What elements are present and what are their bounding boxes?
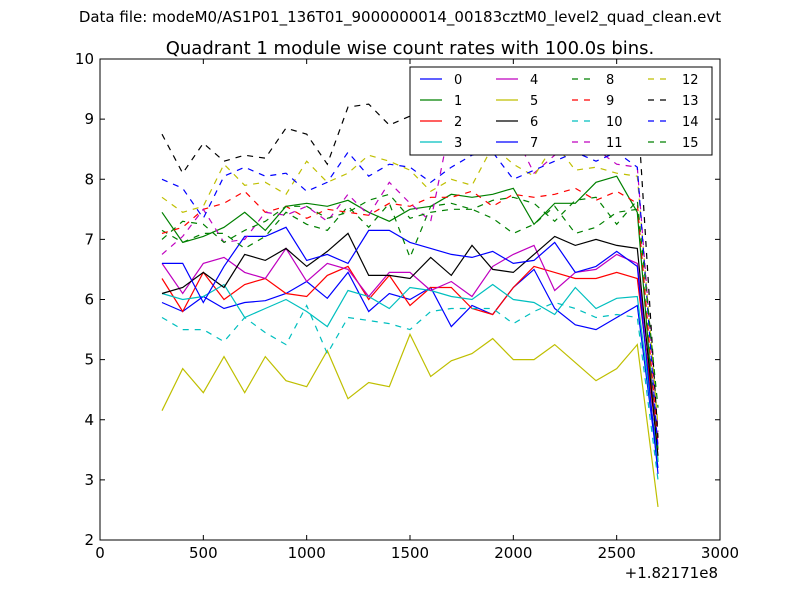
y-tick-label-10: 10 — [75, 50, 94, 68]
series-line-2 — [161, 265, 659, 450]
legend-label-7: 7 — [530, 136, 538, 151]
y-tick-label-9: 9 — [84, 110, 94, 128]
series-line-5 — [161, 332, 659, 507]
legend-label-4: 4 — [530, 73, 538, 88]
series-line-4 — [161, 244, 659, 444]
x-tick-label-2500: 2500 — [598, 544, 636, 562]
legend-label-10: 10 — [606, 115, 623, 130]
legend-label-14: 14 — [682, 115, 699, 130]
x-tick-label-2000: 2000 — [494, 544, 532, 562]
series-line-11 — [161, 115, 659, 432]
series-line-12 — [161, 142, 659, 426]
series-line-3 — [161, 283, 659, 462]
legend-label-13: 13 — [682, 94, 699, 109]
x-axis-offset-label: +1.82171e8 — [625, 564, 718, 582]
chart-title: Quadrant 1 module wise count rates with … — [166, 38, 655, 59]
legend-label-8: 8 — [606, 73, 614, 88]
series-line-6 — [161, 232, 659, 456]
legend-box — [409, 66, 713, 156]
legend-label-9: 9 — [606, 94, 614, 109]
series-line-10 — [161, 301, 659, 480]
figure-suptitle: Data file: modeM0/AS1P01_136T01_90000000… — [78, 8, 722, 26]
x-tick-label-1000: 1000 — [288, 544, 326, 562]
legend-label-15: 15 — [682, 136, 699, 151]
series-line-7 — [162, 226, 659, 474]
y-tick-label-8: 8 — [84, 170, 94, 188]
series-line-14 — [161, 151, 659, 450]
legend-label-11: 11 — [606, 136, 623, 151]
y-tick-label-6: 6 — [84, 291, 94, 309]
legend-label-1: 1 — [454, 94, 462, 109]
y-tick-label-5: 5 — [84, 351, 94, 369]
series-line-9 — [161, 187, 659, 444]
x-tick-label-500: 500 — [189, 544, 218, 562]
legend-label-2: 2 — [454, 115, 462, 130]
x-tick-label-3000: 3000 — [701, 544, 739, 562]
x-tick-label-0: 0 — [95, 544, 105, 562]
y-tick-label-2: 2 — [84, 531, 94, 549]
series-line-0 — [161, 268, 659, 468]
y-tick-label-4: 4 — [84, 411, 94, 429]
legend-label-5: 5 — [530, 94, 538, 109]
legend-label-12: 12 — [682, 73, 699, 88]
legend-label-3: 3 — [454, 136, 462, 151]
legend-label-0: 0 — [454, 73, 462, 88]
x-axis: 0 500 1000 1500 2000 2500 3000 — [95, 59, 739, 562]
series-line-15 — [161, 193, 659, 408]
y-tick-label-7: 7 — [84, 230, 94, 248]
legend-label-6: 6 — [530, 115, 538, 130]
series-layer — [161, 100, 659, 507]
x-tick-label-1500: 1500 — [391, 544, 429, 562]
series-line-1 — [161, 175, 659, 462]
y-tick-label-3: 3 — [84, 471, 94, 489]
